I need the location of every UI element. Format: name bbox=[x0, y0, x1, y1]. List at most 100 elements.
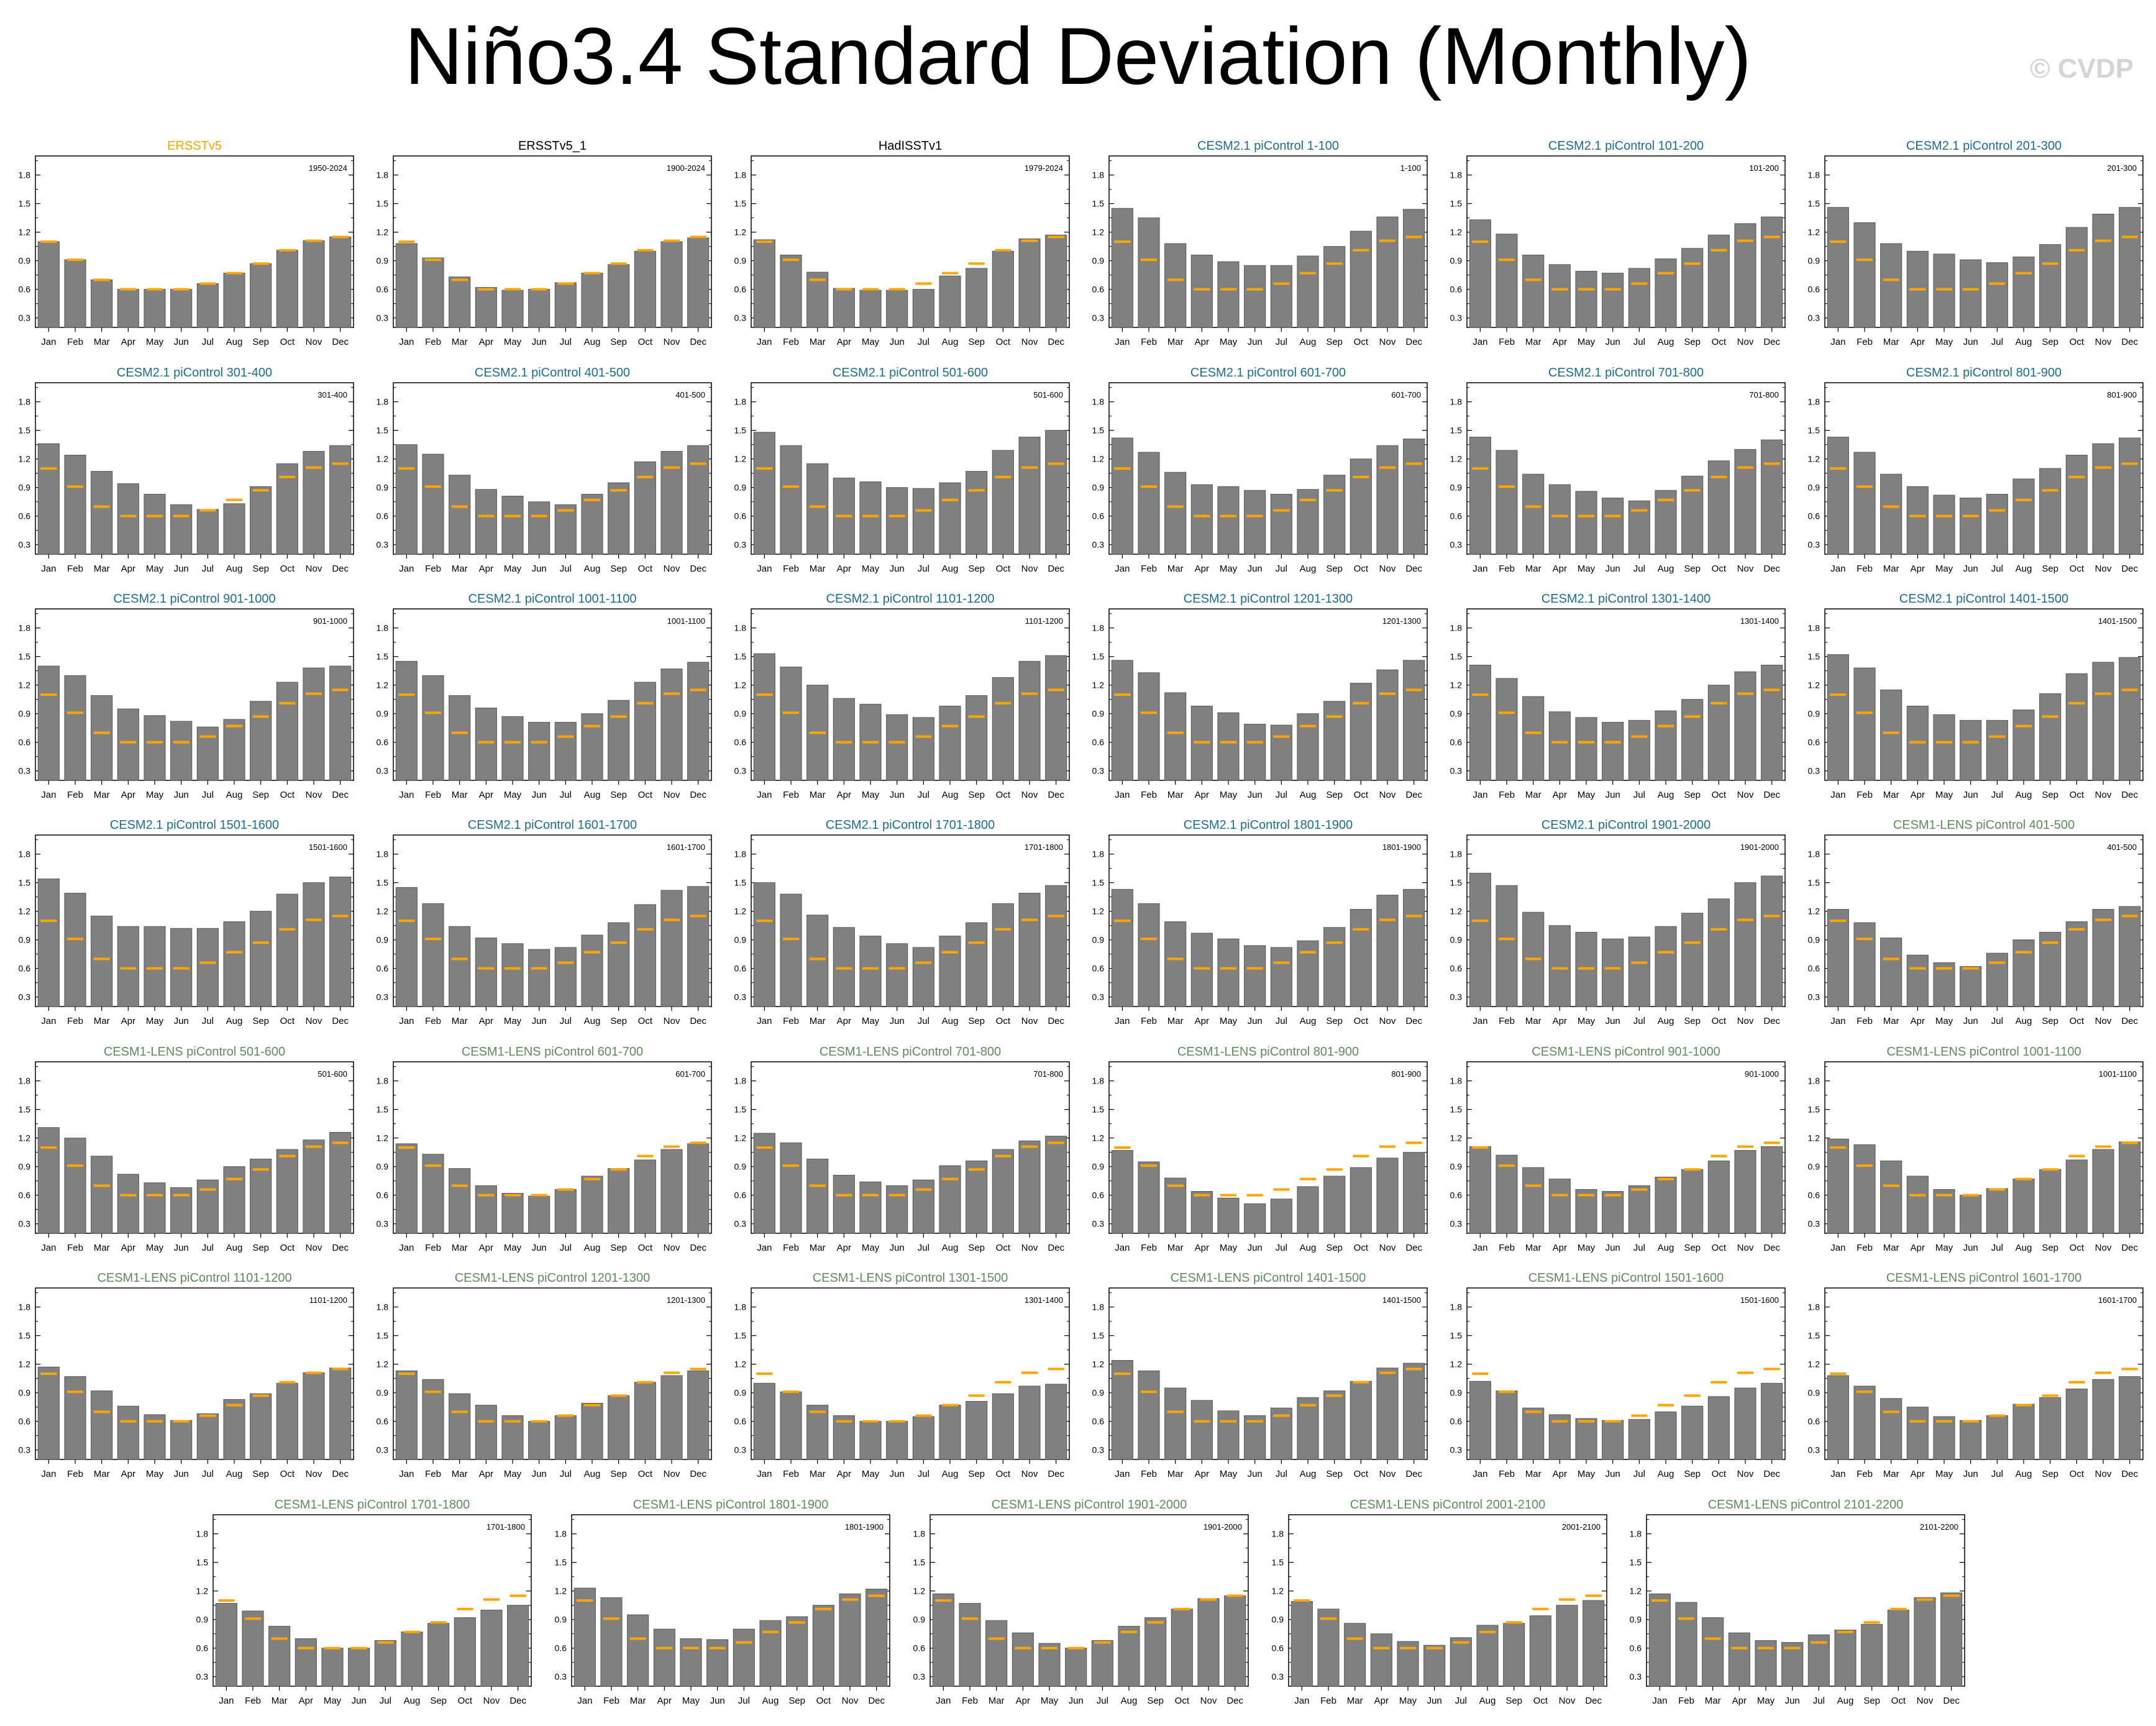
x-tick-label: Jan bbox=[936, 1696, 951, 1706]
x-tick-label: Mar bbox=[810, 790, 826, 800]
bar-sep bbox=[608, 1395, 630, 1460]
x-tick-label: Jun bbox=[174, 1469, 189, 1479]
y-tick-label: 1.2 bbox=[1450, 1133, 1463, 1143]
x-tick-label: Aug bbox=[1658, 790, 1674, 800]
y-tick-label: 1.8 bbox=[1808, 623, 1820, 633]
x-tick-label: Apr bbox=[1195, 564, 1209, 574]
x-tick-label: Jun bbox=[890, 564, 905, 574]
bar-aug bbox=[223, 719, 245, 781]
plot-frame bbox=[393, 1061, 712, 1234]
bar-nov bbox=[303, 882, 325, 1007]
bar-jan bbox=[1469, 436, 1491, 555]
bar-may bbox=[501, 1415, 524, 1460]
y-tick-label: 0.9 bbox=[913, 1615, 926, 1625]
x-tick-label: May bbox=[1220, 337, 1238, 347]
bar-jul bbox=[912, 1179, 934, 1234]
bar-dec bbox=[687, 1370, 710, 1460]
bar-feb bbox=[780, 445, 802, 555]
y-tick-label: 1.8 bbox=[1450, 623, 1463, 633]
bar-jun bbox=[528, 949, 550, 1007]
plot-frame bbox=[1466, 155, 1786, 328]
y-tick-label: 1.5 bbox=[1808, 1331, 1820, 1341]
bar-apr bbox=[475, 1405, 497, 1460]
bar-aug bbox=[223, 921, 245, 1007]
x-tick-label: Jul bbox=[1633, 1016, 1645, 1026]
x-tick-label: Apr bbox=[121, 564, 135, 574]
x-tick-label: Nov bbox=[1737, 337, 1754, 347]
y-tick-label: 0.6 bbox=[913, 1643, 926, 1653]
panel-20: CESM2.1 piControl 1601-1700 0.3 0.6 0.9 1.2 1… bbox=[377, 818, 712, 1026]
bar-sep bbox=[1681, 913, 1704, 1007]
bar-jan bbox=[1827, 436, 1849, 555]
x-tick-label: Jul bbox=[1991, 1016, 2003, 1026]
bar-mar bbox=[91, 1156, 113, 1234]
x-tick-label: Dec bbox=[1405, 337, 1422, 347]
y-tick-label: 1.8 bbox=[377, 170, 389, 180]
x-tick-label: Oct bbox=[1533, 1696, 1548, 1706]
bar-jun bbox=[528, 1421, 550, 1460]
y-tick-label: 1.2 bbox=[377, 906, 389, 916]
bar-apr bbox=[1548, 925, 1571, 1007]
y-tick-label: 0.3 bbox=[1092, 540, 1105, 550]
y-tick-label: 1.5 bbox=[19, 426, 31, 436]
y-tick-label: 1.5 bbox=[1092, 1105, 1105, 1115]
y-tick-label: 1.2 bbox=[1092, 227, 1105, 237]
panel-years: 401-500 bbox=[2107, 842, 2137, 852]
x-tick-label: May bbox=[504, 1243, 522, 1253]
bar-nov bbox=[660, 890, 683, 1007]
bar-mar bbox=[449, 1168, 471, 1234]
bar-sep bbox=[1681, 1405, 1704, 1460]
x-tick-label: Jun bbox=[1069, 1696, 1084, 1706]
bar-aug bbox=[939, 1165, 961, 1234]
bar-sep bbox=[966, 695, 988, 781]
panel-years: 1900-2024 bbox=[667, 163, 705, 173]
plot-frame bbox=[393, 1287, 712, 1460]
x-tick-label: Jan bbox=[1830, 337, 1845, 347]
y-tick-label: 0.3 bbox=[19, 992, 31, 1002]
bar-nov bbox=[1734, 882, 1756, 1007]
x-tick-label: Sep bbox=[2042, 337, 2058, 347]
bar-jul bbox=[912, 717, 934, 781]
x-tick-label: May bbox=[324, 1696, 342, 1706]
panel-years: 1601-1700 bbox=[2098, 1295, 2137, 1305]
x-tick-label: Dec bbox=[2121, 337, 2138, 347]
bar-aug bbox=[1655, 258, 1677, 328]
y-tick-label: 0.6 bbox=[19, 964, 31, 974]
panel-years: 701-800 bbox=[1749, 390, 1779, 400]
bar-apr bbox=[1190, 933, 1213, 1007]
x-tick-label: Mar bbox=[1525, 790, 1542, 800]
x-tick-label: Jul bbox=[1633, 564, 1645, 574]
bar-jan bbox=[1111, 660, 1133, 781]
panel-24: CESM1-LENS piControl 401-500 0.3 0.6 0.9 1.2… bbox=[1808, 818, 2144, 1026]
y-tick-label: 1.8 bbox=[19, 170, 31, 180]
y-tick-label: 1.5 bbox=[1630, 1558, 1642, 1568]
x-tick-label: May bbox=[1220, 1243, 1238, 1253]
x-tick-label: Jul bbox=[1276, 1469, 1287, 1479]
x-tick-label: Sep bbox=[252, 564, 269, 574]
bar-jan bbox=[1290, 1601, 1313, 1687]
panel-title: CESM1-LENS piControl 501-600 bbox=[104, 1045, 285, 1059]
plot-frame bbox=[751, 155, 1070, 328]
bar-sep bbox=[1323, 1390, 1346, 1460]
bar-dec bbox=[866, 1589, 888, 1687]
panel-title: CESM2.1 piControl 1701-1800 bbox=[826, 818, 995, 832]
bar-jan bbox=[395, 1143, 418, 1234]
x-tick-label: Apr bbox=[657, 1696, 672, 1706]
x-tick-label: Feb bbox=[425, 564, 441, 574]
x-tick-label: Jul bbox=[918, 1016, 930, 1026]
bar-sep bbox=[1681, 475, 1704, 555]
bar-aug bbox=[2012, 1179, 2035, 1234]
y-tick-label: 1.5 bbox=[1272, 1558, 1284, 1568]
bar-may bbox=[144, 926, 166, 1007]
x-tick-label: Aug bbox=[584, 564, 601, 574]
x-tick-label: Jan bbox=[41, 790, 56, 800]
y-tick-label: 0.9 bbox=[1450, 709, 1463, 719]
x-tick-label: Sep bbox=[1684, 790, 1701, 800]
x-tick-label: Mar bbox=[452, 337, 468, 347]
y-tick-label: 0.3 bbox=[1450, 540, 1463, 550]
y-tick-label: 1.2 bbox=[19, 1133, 31, 1143]
bar-dec bbox=[687, 237, 710, 328]
x-tick-label: Apr bbox=[479, 1016, 493, 1026]
y-tick-label: 1.5 bbox=[913, 1558, 926, 1568]
panel-34: CESM1-LENS piControl 1401-1500 0.3 0.6 0.9 1… bbox=[1092, 1271, 1428, 1479]
